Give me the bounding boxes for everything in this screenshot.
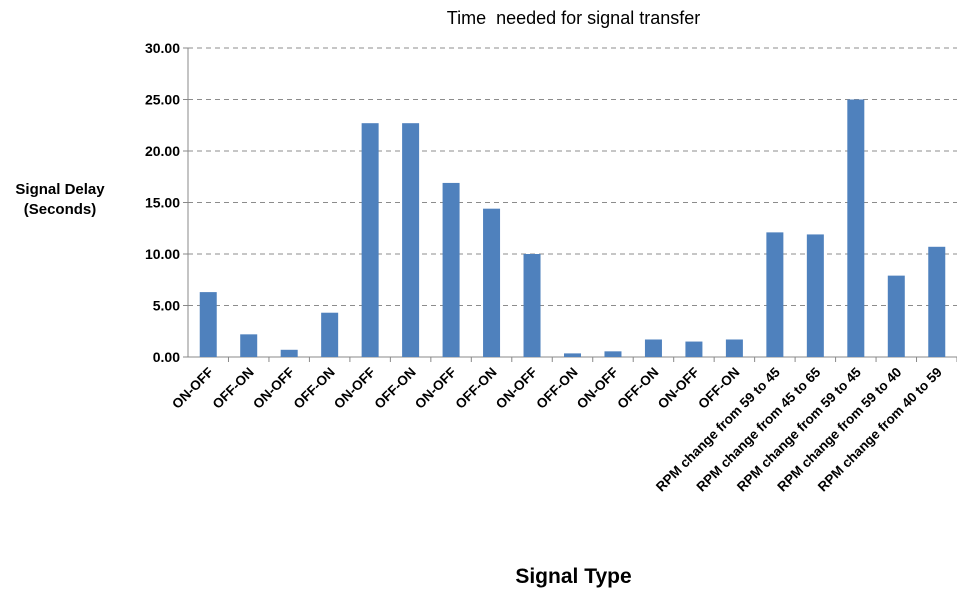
y-tick-label: 10.00 <box>145 246 180 262</box>
y-axis-label-line-2: (Seconds) <box>23 201 97 218</box>
x-tick-label: OFF-ON <box>210 365 257 412</box>
bar <box>847 99 865 357</box>
x-tick-label: ON-OFF <box>331 365 378 412</box>
bar <box>361 123 379 357</box>
x-tick-label: OFF-ON <box>533 365 580 412</box>
x-tick-label: OFF-ON <box>372 365 419 412</box>
bar <box>766 232 784 357</box>
y-axis-label: Signal Delay (Seconds) <box>0 180 120 220</box>
bar <box>806 234 824 357</box>
bar <box>523 254 541 357</box>
axes <box>183 47 957 362</box>
bar <box>887 275 905 357</box>
y-tick-label: 0.00 <box>153 349 180 365</box>
y-axis-label-line-1: Signal Delay <box>15 181 105 198</box>
x-tick-label: ON-OFF <box>250 365 297 412</box>
x-axis-label: Signal Type <box>515 565 632 588</box>
x-tick-label: ON-OFF <box>655 365 702 412</box>
bar <box>321 312 339 357</box>
x-tick-label: OFF-ON <box>452 365 499 412</box>
bar <box>199 292 217 357</box>
bar <box>564 353 581 357</box>
x-tick-label: OFF-ON <box>291 365 338 412</box>
x-tick-label: ON-OFF <box>574 365 621 412</box>
x-tick-label: OFF-ON <box>614 365 661 412</box>
bar <box>240 334 258 357</box>
bars <box>199 99 946 357</box>
bar <box>644 339 662 357</box>
gridlines <box>188 47 957 306</box>
x-tick-label: ON-OFF <box>169 365 216 412</box>
y-tick-label: 15.00 <box>145 195 180 211</box>
x-tick-labels: ON-OFFOFF-ONON-OFFOFF-ONON-OFFOFF-ONON-O… <box>169 364 945 494</box>
chart-title: Time needed for signal transfer <box>446 8 701 28</box>
bar <box>280 349 298 357</box>
y-tick-label: 30.00 <box>145 40 180 56</box>
bar <box>928 246 946 357</box>
bar <box>725 339 743 357</box>
y-tick-label: 25.00 <box>145 92 180 108</box>
x-tick-label: ON-OFF <box>412 365 459 412</box>
bar <box>604 351 622 357</box>
x-tick-label: ON-OFF <box>493 365 540 412</box>
bar <box>483 208 501 357</box>
y-tick-label: 5.00 <box>153 298 180 314</box>
y-tick-labels: 0.00 5.00 10.00 15.00 20.00 25.00 30.00 <box>145 40 180 365</box>
bar <box>402 123 420 357</box>
y-tick-label: 20.00 <box>145 143 180 159</box>
bar <box>685 341 703 357</box>
bar <box>442 182 460 357</box>
